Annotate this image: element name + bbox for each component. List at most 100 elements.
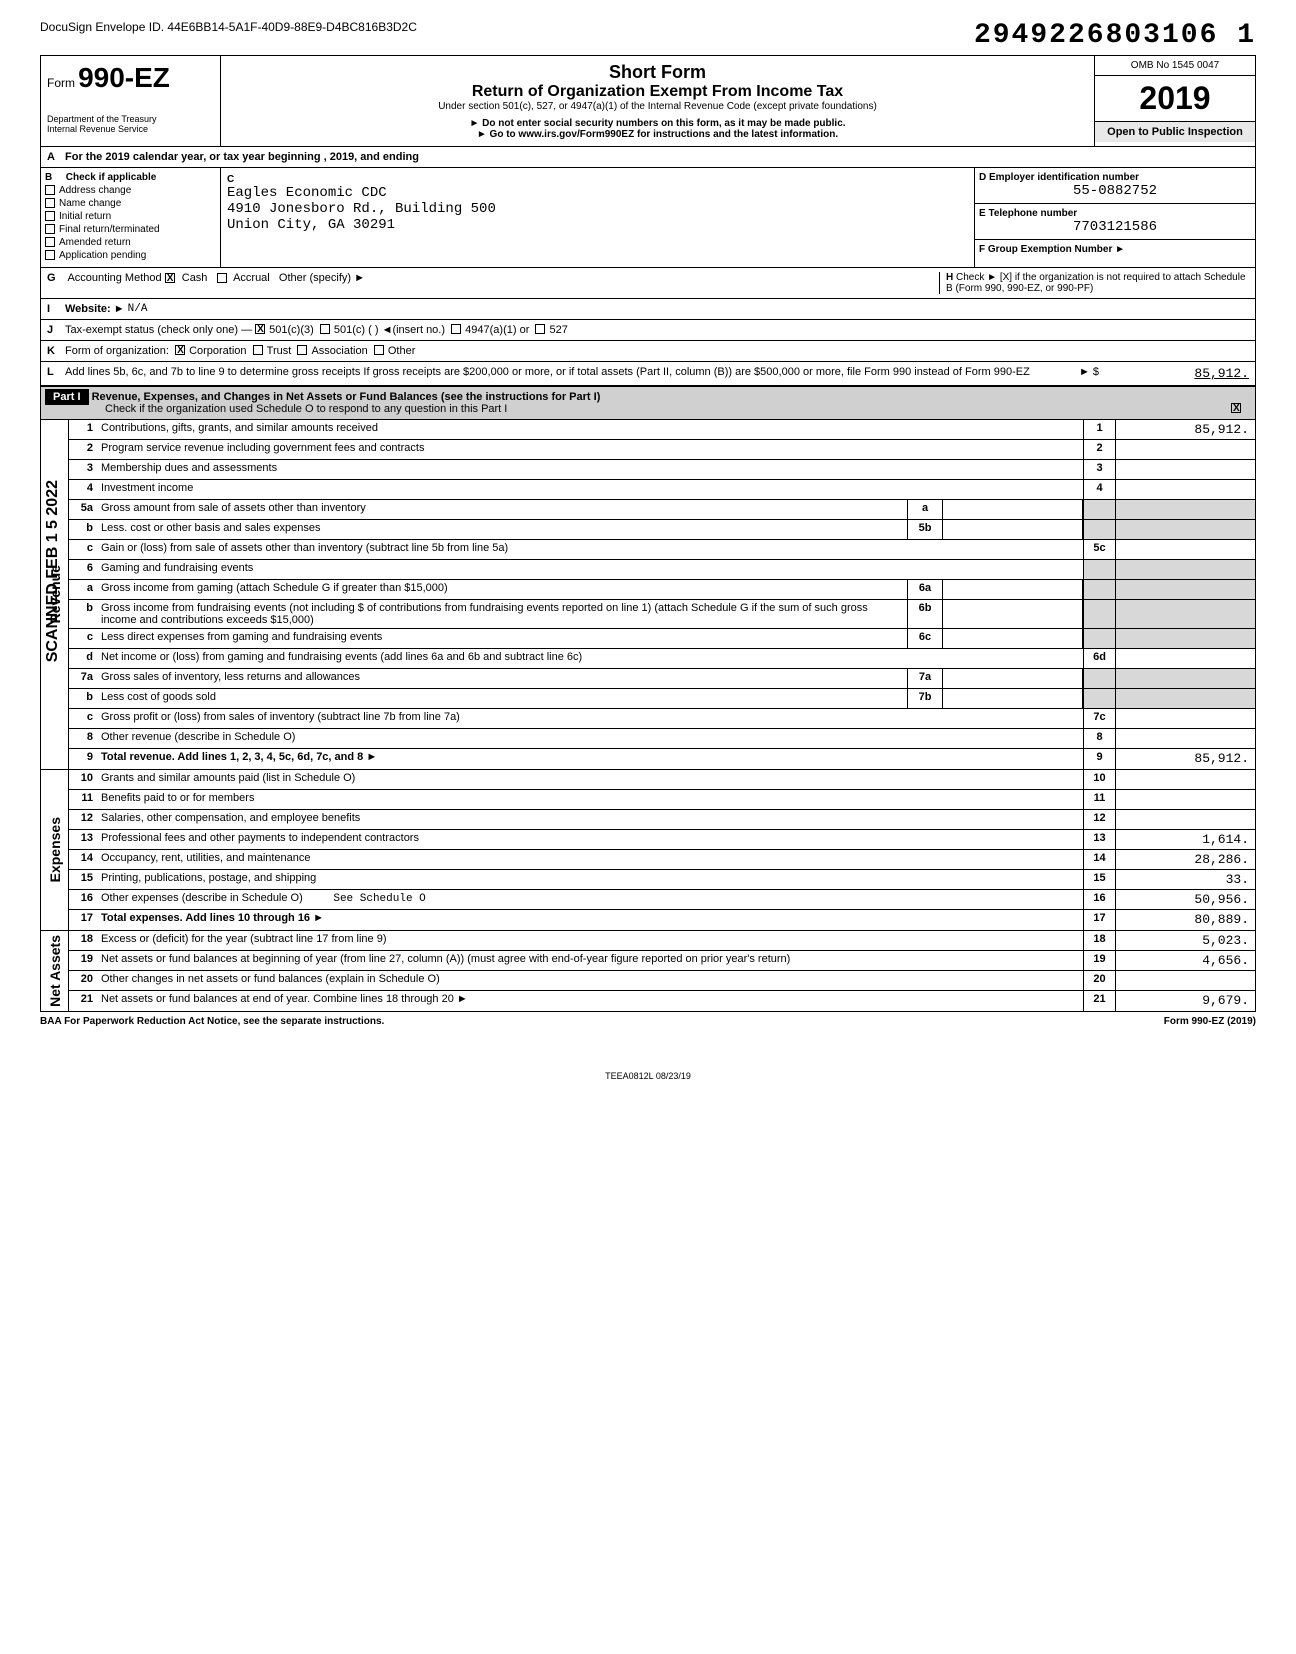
docusign-id: DocuSign Envelope ID. 44E6BB14-5A1F-40D9… [40,20,417,34]
line-l-text: Add lines 5b, 6c, and 7b to line 9 to de… [65,366,1069,381]
line-19-amt: 4,656. [1115,951,1255,970]
line-4-amt [1115,480,1255,499]
tax-year: 2019 [1095,76,1255,121]
form-number: 990-EZ [78,62,170,93]
line-1-amt: 85,912. [1115,420,1255,439]
line-l-amount: 85,912. [1109,366,1249,381]
form-title-2: Return of Organization Exempt From Incom… [227,83,1088,101]
cb-corporation[interactable] [175,345,185,355]
line-11-desc: Benefits paid to or for members [97,790,1083,809]
line-11-amt [1115,790,1255,809]
form-subtitle-3: ► Go to www.irs.gov/Form990EZ for instru… [227,129,1088,140]
cb-501c[interactable] [320,324,330,334]
line-2-desc: Program service revenue including govern… [97,440,1083,459]
form-number-block: Form 990-EZ Department of the Treasury I… [41,56,221,146]
line-16-desc: Other expenses (describe in Schedule O) [101,892,303,904]
line-15-amt: 33. [1115,870,1255,889]
line-12-amt [1115,810,1255,829]
part-1-label: Part I [45,389,89,405]
col-c-org-info: C Eagles Economic CDC 4910 Jonesboro Rd.… [221,168,975,267]
line-6-desc: Gaming and fundraising events [97,560,1083,579]
line-2-amt [1115,440,1255,459]
tax-exempt-label: Tax-exempt status (check only one) — [65,324,252,336]
line-13-amt: 1,614. [1115,830,1255,849]
check-if-applicable: Check if applicable [66,172,157,183]
cb-amended[interactable]: Amended return [45,237,216,248]
cb-other-org[interactable] [374,345,384,355]
expenses-section: Expenses 10Grants and similar amounts pa… [40,770,1256,931]
cb-4947[interactable] [451,324,461,334]
line-9-amt: 85,912. [1115,749,1255,769]
cb-final-return[interactable]: Final return/terminated [45,224,216,235]
line-6c-desc: Less direct expenses from gaming and fun… [97,629,907,648]
cb-cash[interactable] [165,273,175,283]
revenue-side-label: Revenue [45,561,65,627]
line-4-desc: Investment income [97,480,1083,499]
line-9-desc: Total revenue. Add lines 1, 2, 3, 4, 5c,… [101,751,363,763]
org-addr1: 4910 Jonesboro Rd., Building 500 [227,201,968,217]
website-value: N/A [128,303,148,315]
line-6d-amt [1115,649,1255,668]
phone: 7703121586 [979,219,1251,235]
line-5c-desc: Gain or (loss) from sale of assets other… [97,540,1083,559]
cb-accrual[interactable] [217,273,227,283]
line-h: H Check ► [X] if the organization is not… [939,272,1249,294]
label-e: E Telephone number [979,208,1251,219]
cb-address-change[interactable]: Address change [45,185,216,196]
org-addr2: Union City, GA 30291 [227,217,968,233]
form-title-1: Short Form [227,62,1088,83]
line-a: A For the 2019 calendar year, or tax yea… [40,147,1256,168]
line-18-amt: 5,023. [1115,931,1255,950]
part-1-title: Revenue, Expenses, and Changes in Net As… [92,391,601,403]
part-1-header: Part I Revenue, Expenses, and Changes in… [40,386,1256,420]
org-name: Eagles Economic CDC [227,185,968,201]
line-3-desc: Membership dues and assessments [97,460,1083,479]
line-5c-amt [1115,540,1255,559]
cb-name-change[interactable]: Name change [45,198,216,209]
line-6d-desc: Net income or (loss) from gaming and fun… [97,649,1083,668]
dept-treasury: Department of the Treasury Internal Reve… [47,114,214,134]
page-footer: BAA For Paperwork Reduction Act Notice, … [40,1012,1256,1031]
net-assets-section: Net Assets 18Excess or (deficit) for the… [40,931,1256,1012]
website-label: Website: ► [65,303,125,315]
line-18-desc: Excess or (deficit) for the year (subtra… [97,931,1083,950]
line-8-amt [1115,729,1255,748]
cb-trust[interactable] [253,345,263,355]
line-a-text: For the 2019 calendar year, or tax year … [65,151,419,163]
form-header: Form 990-EZ Department of the Treasury I… [40,55,1256,147]
label-c: C [227,174,968,185]
label-d: D Employer identification number [979,172,1251,183]
cb-schedule-o[interactable] [1231,403,1241,413]
line-17-amt: 80,889. [1115,910,1255,930]
form-of-org-label: Form of organization: [65,345,169,357]
cb-application-pending[interactable]: Application pending [45,250,216,261]
expenses-side-label: Expenses [45,813,65,886]
accounting-method-label: Accounting Method [67,272,161,284]
col-d-e-f: D Employer identification number 55-0882… [975,168,1255,267]
page-top-header: DocuSign Envelope ID. 44E6BB14-5A1F-40D9… [40,20,1256,51]
line-7c-amt [1115,709,1255,728]
line-21-amt: 9,679. [1115,991,1255,1011]
form-title-block: Short Form Return of Organization Exempt… [221,56,1095,146]
line-k: K Form of organization: Corporation Trus… [40,341,1256,362]
top-right-number: 2949226803106 1 [974,20,1256,51]
cb-initial-return[interactable]: Initial return [45,211,216,222]
line-19-desc: Net assets or fund balances at beginning… [97,951,1083,970]
line-l: L Add lines 5b, 6c, and 7b to line 9 to … [40,362,1256,386]
line-7a-desc: Gross sales of inventory, less returns a… [97,669,907,688]
footer-left: BAA For Paperwork Reduction Act Notice, … [40,1016,384,1027]
cb-association[interactable] [297,345,307,355]
cb-501c3[interactable] [255,324,265,334]
public-inspection: Open to Public Inspection [1095,121,1255,142]
cb-527[interactable] [535,324,545,334]
line-20-desc: Other changes in net assets or fund bala… [97,971,1083,990]
line-i: I Website: ► N/A [40,299,1256,320]
section-b: B Check if applicable Address change Nam… [40,168,1256,268]
ein: 55-0882752 [979,183,1251,199]
form-subtitle-1: Under section 501(c), 527, or 4947(a)(1)… [227,101,1088,112]
line-14-amt: 28,286. [1115,850,1255,869]
line-j: J Tax-exempt status (check only one) — 5… [40,320,1256,341]
line-1-desc: Contributions, gifts, grants, and simila… [97,420,1083,439]
label-a: A [47,151,65,163]
line-21-desc: Net assets or fund balances at end of ye… [101,993,454,1005]
